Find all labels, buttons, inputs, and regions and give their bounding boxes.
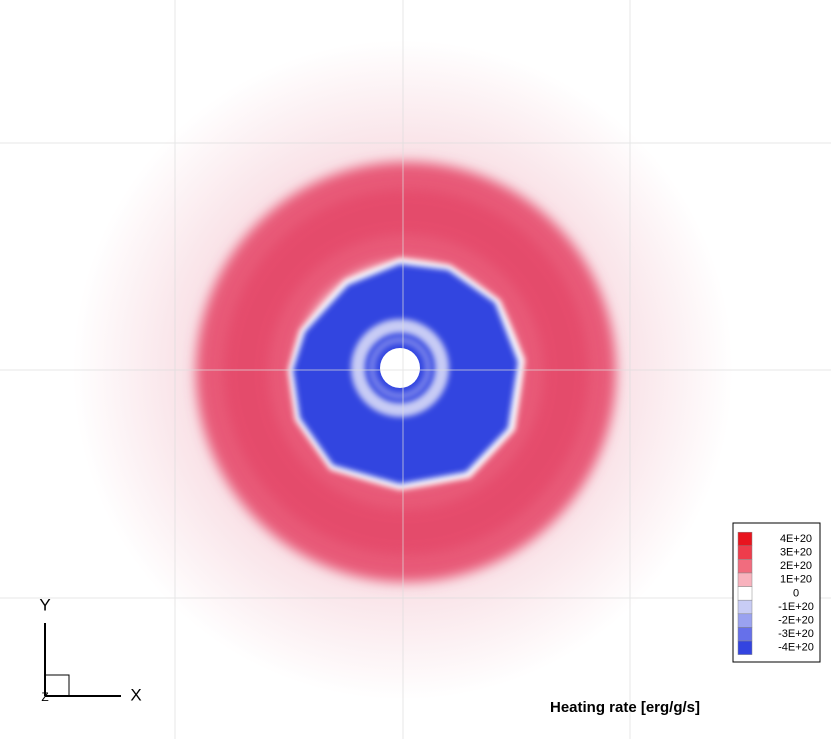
colorbar-swatch xyxy=(737,572,753,587)
colorbar-swatch xyxy=(737,545,753,560)
colorbar-tick-label: 4E+20 xyxy=(780,533,812,545)
colorbar-swatch xyxy=(737,586,753,601)
inner-ring xyxy=(369,337,431,399)
inner-ring xyxy=(351,319,449,417)
axis-triad xyxy=(44,623,121,697)
colorbar-swatch xyxy=(737,613,753,628)
colorbar-tick-label: 1E+20 xyxy=(780,574,812,586)
center-hole xyxy=(380,348,420,388)
colorbar-swatch xyxy=(737,531,753,547)
colorbar-tick-label: -1E+20 xyxy=(778,601,814,613)
colorbar-tick-label: 3E+20 xyxy=(780,547,812,559)
colorbar-tick-label: -2E+20 xyxy=(778,615,814,627)
colorbar-swatch xyxy=(737,599,753,615)
colorbar-tick-label: 0 xyxy=(793,587,799,599)
colorbar-swatch xyxy=(737,640,753,655)
heating-ring-core xyxy=(223,189,589,555)
colorbar-tick-label: -3E+20 xyxy=(778,628,814,640)
colorbar-title: Heating rate [erg/g/s] xyxy=(550,699,700,716)
colorbar-swatch xyxy=(737,559,753,574)
colorbar-tick-label: 2E+20 xyxy=(780,560,812,572)
colorbar-swatch xyxy=(737,627,753,642)
axis-label-x: X xyxy=(130,685,141,704)
colorbar-tick-label: -4E+20 xyxy=(778,642,814,654)
axis-label-y: Y xyxy=(39,595,50,614)
axis-label-z: Z xyxy=(41,690,48,704)
